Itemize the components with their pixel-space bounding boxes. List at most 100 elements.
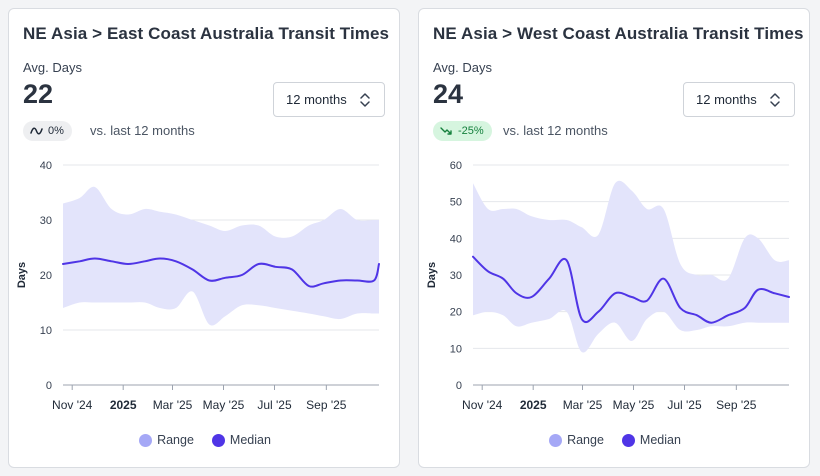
y-tick-label: 40	[40, 160, 52, 172]
flat-wave-icon	[30, 127, 43, 135]
median-point	[564, 257, 570, 263]
median-point	[708, 320, 714, 326]
legend-label-range: Range	[567, 433, 604, 447]
legend-swatch-range	[139, 433, 153, 447]
median-point	[579, 316, 585, 322]
median-point	[190, 267, 196, 273]
median-point	[612, 290, 618, 296]
y-tick-label: 10	[40, 325, 52, 337]
card-title: NE Asia > West Coast Australia Transit T…	[433, 24, 804, 43]
median-point	[173, 258, 179, 264]
median-point	[338, 278, 344, 284]
median-point	[470, 254, 476, 260]
median-point	[786, 294, 792, 300]
median-point	[272, 264, 278, 270]
chevron-up-down-icon	[770, 93, 780, 107]
x-tick-label: Nov '24	[52, 398, 93, 412]
median-point	[725, 312, 731, 318]
period-select-value: 12 months	[286, 92, 347, 107]
median-point	[92, 256, 98, 262]
metric-label: Avg. Days	[23, 60, 83, 75]
comparison-text: vs. last 12 months	[90, 123, 195, 138]
change-value: -25%	[458, 125, 484, 137]
legend-swatch-median	[621, 433, 635, 447]
metric-value: 22	[23, 79, 54, 109]
y-tick-label: 50	[450, 197, 462, 209]
period-select-value: 12 months	[696, 92, 757, 107]
transit-card-west-coast: NE Asia > West Coast Australia Transit T…	[418, 8, 810, 468]
y-tick-label: 0	[46, 380, 52, 392]
median-point	[644, 298, 650, 304]
x-tick-label: 2025	[520, 398, 547, 412]
median-point	[206, 278, 212, 284]
period-select[interactable]: 12 months	[273, 82, 385, 117]
median-point	[500, 276, 506, 282]
y-tick-label: 20	[40, 270, 52, 282]
median-point	[677, 305, 683, 311]
chevron-up-down-icon	[360, 93, 370, 107]
change-badge: 0%	[23, 121, 72, 141]
x-tick-label: Sep '25	[306, 398, 347, 412]
median-point	[289, 267, 295, 273]
y-axis-title: Days	[16, 262, 28, 288]
change-value: 0%	[48, 125, 64, 137]
median-point	[595, 309, 601, 315]
median-point	[354, 278, 360, 284]
median-point	[222, 275, 228, 281]
median-point	[321, 280, 327, 286]
y-tick-label: 0	[456, 380, 462, 392]
median-line	[62, 257, 380, 288]
range-band	[63, 186, 379, 326]
median-point	[239, 272, 245, 278]
y-tick-label: 20	[450, 307, 462, 319]
y-tick-label: 10	[450, 343, 462, 355]
legend-item-range[interactable]: Range	[549, 433, 604, 447]
median-point	[371, 278, 377, 284]
comparison-text: vs. last 12 months	[503, 123, 608, 138]
card-title: NE Asia > East Coast Australia Transit T…	[23, 24, 390, 43]
chart-legend: Range Median	[419, 433, 811, 447]
change-badge: -25%	[433, 121, 492, 141]
x-tick-label: 2025	[110, 398, 137, 412]
median-point	[142, 258, 148, 264]
transit-chart-east-coast: 0 10 20 30 40 Days Nov '24 2025 Mar '25 May '25 Ju…	[16, 160, 380, 412]
y-tick-label: 40	[450, 233, 462, 245]
legend-label-median: Median	[639, 433, 681, 447]
period-select[interactable]: 12 months	[683, 82, 795, 117]
median-point	[529, 294, 535, 300]
x-tick-label: May '25	[203, 398, 245, 412]
legend-swatch-range	[549, 433, 563, 447]
median-point	[513, 290, 519, 296]
x-tick-label: Jul '25	[257, 398, 292, 412]
median-point	[546, 276, 552, 282]
legend-item-median[interactable]: Median	[211, 433, 271, 447]
x-tick-label: Mar '25	[563, 398, 603, 412]
chart-legend: Range Median	[9, 433, 401, 447]
median-point	[125, 261, 131, 267]
y-tick-label: 60	[450, 160, 462, 172]
metric-label: Avg. Days	[433, 60, 493, 75]
trend-down-icon	[440, 127, 452, 135]
y-tick-label: 30	[450, 270, 462, 282]
median-point	[694, 312, 700, 318]
median-point	[661, 276, 667, 282]
median-point	[157, 256, 163, 262]
x-tick-label: Sep '25	[716, 398, 757, 412]
median-point	[485, 268, 491, 274]
median-point	[77, 258, 83, 264]
median-point	[306, 283, 312, 289]
median-point	[256, 261, 262, 267]
y-tick-label: 30	[40, 215, 52, 227]
y-axis-title: Days	[426, 262, 438, 288]
x-tick-label: May '25	[613, 398, 655, 412]
legend-swatch-median	[211, 433, 225, 447]
median-point	[60, 261, 66, 267]
median-point	[108, 258, 114, 264]
median-point	[742, 305, 748, 311]
metric-value: 24	[433, 79, 464, 109]
legend-item-range[interactable]: Range	[139, 433, 194, 447]
legend-item-median[interactable]: Median	[621, 433, 681, 447]
transit-chart-west-coast: 0 10 20 30 40 50 60 Days Nov '24 2025 Mar '25 May '…	[426, 160, 792, 412]
legend-label-range: Range	[157, 433, 194, 447]
range-band	[473, 180, 789, 353]
